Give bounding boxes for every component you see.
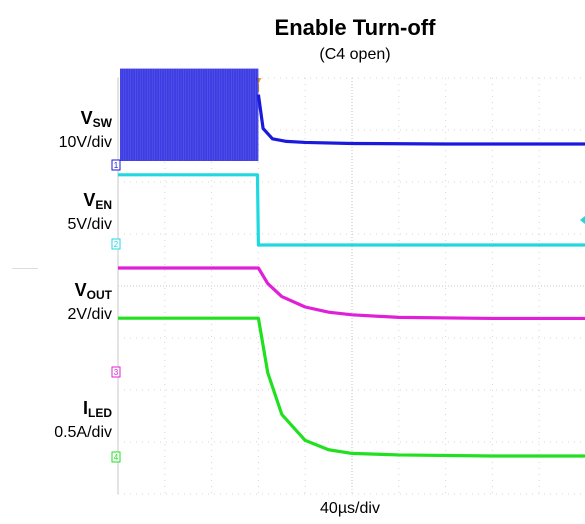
channel-name-vsw: VSW	[80, 108, 112, 130]
channel-scale-ven: 5V/div	[67, 216, 112, 233]
trace-iled	[118, 316, 585, 458]
channel-marker-text: 4	[114, 453, 119, 462]
channel-name-iled: ILED	[82, 398, 112, 420]
trace-vsw	[256, 94, 585, 146]
channel-marker-iled	[111, 451, 121, 463]
channel-scale-iled: 0.5A/div	[54, 424, 112, 441]
channel-label-vout: VOUT 2V/div	[0, 280, 112, 325]
channel-scale-vsw: 10V/div	[58, 134, 112, 151]
channel-name-ven: VEN	[83, 190, 112, 212]
x-axis-label: 40µs/div	[320, 500, 380, 517]
channel-marker-ven	[111, 238, 121, 250]
trace-ven	[118, 173, 585, 247]
channel-marker-vsw	[111, 159, 121, 171]
trigger-level-marker-icon	[580, 216, 585, 224]
channel-marker-text: 2	[114, 240, 119, 249]
channel-scale-vout: 2V/div	[67, 306, 112, 323]
channel-marker-text: 3	[114, 368, 119, 377]
channel-label-ven: VEN 5V/div	[0, 190, 112, 235]
divider-line	[12, 268, 38, 269]
channel-marker-text: 1	[114, 161, 119, 170]
chart-title: Enable Turn-off	[274, 15, 436, 40]
channel-label-vsw: VSW 10V/div	[0, 108, 112, 153]
channel-marker-vout	[111, 366, 121, 378]
trace-vsw-switching-band	[120, 68, 259, 161]
chart-subtitle: (C4 open)	[319, 46, 391, 63]
trace-vout	[118, 266, 585, 321]
channel-label-iled: ILED 0.5A/div	[0, 398, 112, 443]
channel-name-vout: VOUT	[74, 280, 112, 302]
